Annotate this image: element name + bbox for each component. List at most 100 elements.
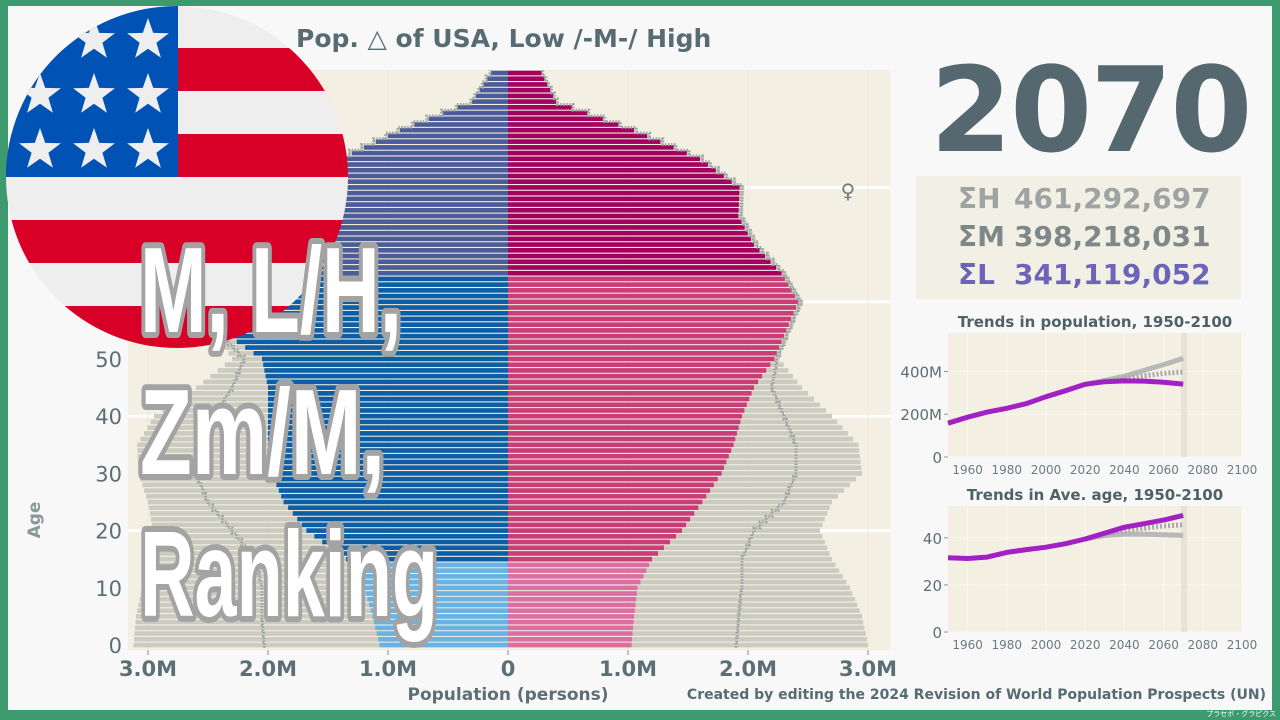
logo-text: プラセボ・グラピクス — [1206, 710, 1276, 718]
bar-female-low — [508, 150, 687, 156]
bar-male-low — [349, 562, 508, 568]
bar-female-high — [508, 562, 836, 568]
x-tick-label: 1960 — [952, 638, 983, 652]
bar-male-low — [297, 516, 508, 522]
bar-female-low — [508, 110, 588, 116]
bar-female-low — [508, 82, 548, 87]
bar-female-low — [508, 230, 748, 236]
bar-female-low — [508, 482, 714, 488]
bar-male-low — [268, 413, 508, 419]
bar-female-low — [508, 253, 766, 259]
bar-female-low — [508, 316, 792, 322]
x-tick-label: 2000 — [1031, 638, 1062, 652]
bar-female-low — [508, 322, 789, 327]
bar-female-low — [508, 579, 641, 585]
bar-male-low — [388, 133, 508, 139]
bar-female-low — [508, 310, 794, 316]
bar-female-low — [508, 511, 695, 516]
medium-outline-female — [541, 70, 803, 648]
bar-male-low — [224, 265, 509, 270]
star-icon — [73, 18, 115, 58]
bar-male-low — [428, 116, 508, 122]
total-label: ΣH — [958, 182, 1001, 215]
bar-female-low — [508, 270, 782, 276]
bar-female-low — [508, 596, 637, 602]
bar-female-low — [508, 408, 745, 413]
bar-female-low — [508, 288, 792, 293]
bar-female-low — [508, 476, 718, 482]
bar-male-low — [356, 574, 508, 579]
bar-male-low — [217, 316, 508, 322]
bar-female-low — [508, 471, 722, 476]
bar-male-low — [332, 162, 508, 167]
bar-female-low — [508, 196, 740, 202]
bar-female-low — [508, 534, 676, 539]
bar-female-low — [508, 248, 760, 253]
bar-female-low — [508, 368, 767, 373]
bar-male-low — [234, 253, 508, 259]
bar-female-low — [508, 425, 739, 430]
y-tick-label: 400M — [900, 363, 942, 381]
bar-male-low — [268, 408, 508, 413]
x-tick-label: 2.0M — [719, 657, 777, 681]
bar-female-low — [508, 339, 782, 345]
y-tick-label: 0 — [932, 624, 942, 642]
bar-male-low — [268, 396, 508, 402]
bar-female-low — [508, 413, 742, 419]
bar-male-low — [311, 179, 508, 184]
bar-female-low — [508, 631, 633, 636]
bar-male-low — [443, 110, 508, 116]
bar-male-low — [268, 448, 508, 453]
bar-female-low — [508, 190, 740, 196]
bar-male-low — [268, 425, 508, 430]
bar-female-low — [508, 419, 741, 425]
bar-male-low — [292, 511, 508, 516]
bar-male-low — [216, 288, 508, 293]
bar-female-low — [508, 442, 734, 448]
bar-male-high — [145, 568, 508, 573]
star-icon — [127, 128, 169, 168]
bar-female-low — [508, 133, 648, 139]
trend-line-low — [947, 378, 1184, 426]
bar-male-low — [276, 482, 508, 488]
bar-female-low — [508, 236, 751, 242]
bar-female-low — [508, 465, 724, 470]
bar-male-low — [245, 345, 508, 350]
x-tick-label: 2020 — [1070, 463, 1101, 477]
x-tick-label: 2100 — [1227, 463, 1258, 477]
x-tick-label: 2080 — [1188, 638, 1219, 652]
year-display: 2070 — [930, 41, 1252, 179]
bar-male-low — [289, 196, 508, 202]
bar-female-low — [508, 167, 716, 173]
bar-male-low — [263, 362, 508, 368]
bar-female-low — [508, 574, 644, 579]
bar-male-low — [220, 328, 508, 333]
bar-female-high — [508, 631, 866, 636]
y-tick-label: 40 — [95, 405, 122, 429]
x-tick-label: 2020 — [1070, 638, 1101, 652]
bar-female-low — [508, 636, 633, 642]
y-tick-label: 20 — [923, 577, 942, 595]
bar-male-low — [378, 636, 508, 642]
total-high: ΣH 461,292,697 — [958, 182, 1211, 216]
trend-title: Trends in Ave. age, 1950-2100 — [967, 486, 1223, 504]
bar-male-low — [301, 522, 508, 528]
bar-female-low — [508, 585, 638, 591]
total-low: ΣL 341,119,052 — [958, 258, 1211, 292]
x-axis-label: Population (persons) — [407, 685, 608, 705]
bar-female-low — [508, 99, 556, 104]
bar-female-low — [508, 219, 742, 225]
bar-male-low — [369, 602, 508, 608]
bar-male-low — [220, 270, 508, 276]
bar-male-low — [457, 105, 508, 110]
bar-male-low — [367, 596, 508, 602]
bar-male-high — [148, 551, 508, 556]
bar-male-low — [288, 505, 508, 511]
star-icon — [73, 128, 115, 168]
bar-male-low — [215, 305, 508, 310]
x-tick-label: 1980 — [992, 463, 1023, 477]
star-icon — [127, 18, 169, 58]
flag-stripe — [6, 220, 348, 263]
total-value: 341,119,052 — [1014, 258, 1211, 291]
star-icon — [19, 18, 61, 58]
